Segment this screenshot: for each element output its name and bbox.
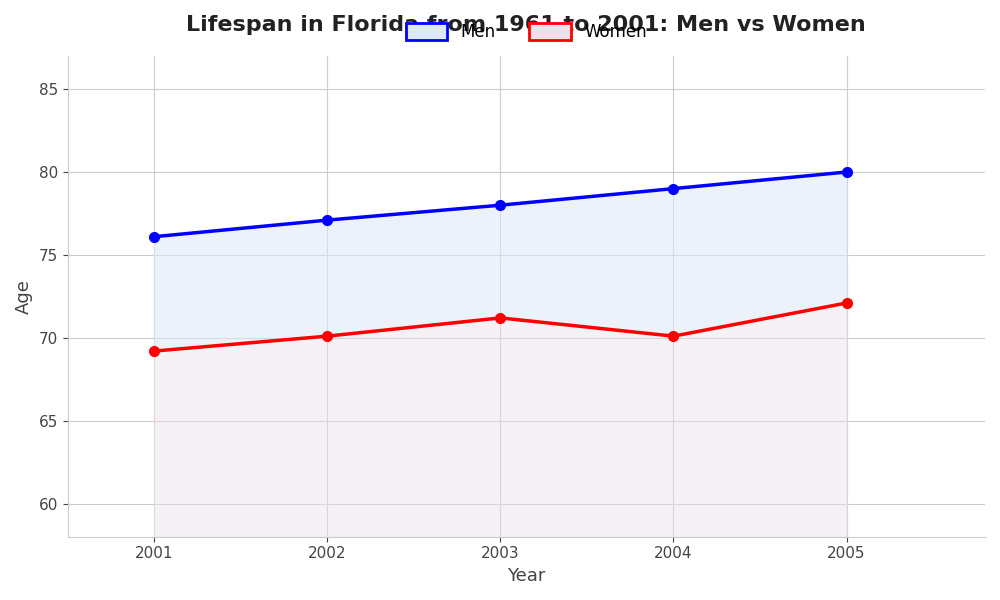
Men [667,185,679,192]
Women [148,347,160,355]
X-axis label: Year: Year [507,567,546,585]
Line: Women: Women [149,298,851,356]
Y-axis label: Age: Age [15,279,33,314]
Legend: Men, Women: Men, Women [399,16,654,48]
Line: Men: Men [149,167,851,242]
Men [494,202,506,209]
Men [841,169,853,176]
Title: Lifespan in Florida from 1961 to 2001: Men vs Women: Lifespan in Florida from 1961 to 2001: M… [186,15,866,35]
Men [321,217,333,224]
Men [148,233,160,240]
Women [667,332,679,340]
Women [841,299,853,307]
Women [321,332,333,340]
Women [494,314,506,322]
